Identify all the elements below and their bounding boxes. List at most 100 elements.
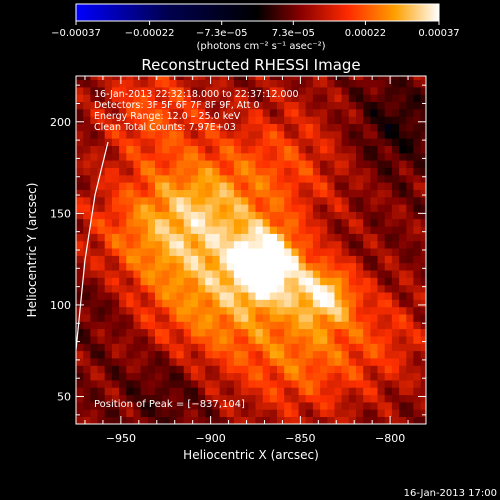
heatmap-cell: [248, 387, 256, 396]
heatmap-cell: [169, 292, 177, 300]
heatmap-cell: [183, 167, 192, 176]
heatmap-cell: [226, 409, 235, 417]
heatmap-cell: [198, 299, 206, 308]
heatmap-cell: [97, 76, 106, 80]
heatmap-cell: [327, 321, 335, 330]
heatmap-cell: [312, 79, 321, 88]
heatmap-cell: [212, 76, 220, 80]
heatmap-cell: [169, 109, 177, 117]
heatmap-cell: [90, 372, 98, 381]
heatmap-cell: [212, 365, 220, 374]
heatmap-cell: [212, 343, 220, 352]
heatmap-cell: [162, 365, 170, 374]
heatmap-cell: [384, 402, 393, 410]
heatmap-cell: [111, 79, 120, 88]
heatmap-cell: [327, 372, 335, 381]
heatmap-cell: [76, 321, 84, 330]
heatmap-cell: [126, 270, 134, 278]
heatmap-cell: [241, 138, 249, 146]
heatmap-cell: [140, 387, 149, 396]
heatmap-cell: [391, 145, 400, 154]
heatmap-cell: [363, 218, 371, 227]
heatmap-cell: [140, 240, 149, 249]
heatmap-cell: [126, 182, 134, 190]
heatmap-cell: [111, 109, 120, 117]
heatmap-cell: [126, 387, 134, 396]
heatmap-cell: [219, 387, 228, 396]
heatmap-cell: [298, 321, 307, 330]
heatmap-cell: [133, 79, 141, 88]
heatmap-cell: [133, 116, 141, 124]
heatmap-cell: [104, 109, 113, 117]
heatmap-cell: [363, 211, 371, 220]
heatmap-cell: [147, 321, 156, 330]
heatmap-cell: [205, 218, 213, 227]
heatmap-cell: [391, 299, 400, 308]
heatmap-cell: [298, 196, 307, 205]
heatmap-cell: [248, 233, 256, 242]
heatmap-cell: [133, 145, 141, 154]
heatmap-cell: [226, 160, 235, 168]
heatmap-cell: [83, 76, 91, 80]
heatmap-cell: [205, 182, 213, 190]
heatmap-cell: [363, 196, 371, 205]
heatmap-cell: [169, 101, 177, 110]
heatmap-cell: [363, 387, 371, 396]
heatmap-cell: [312, 94, 321, 102]
heatmap-cell: [334, 196, 343, 205]
heatmap-cell: [262, 284, 271, 293]
heatmap-cell: [212, 328, 220, 337]
heatmap-cell: [133, 277, 141, 286]
heatmap-cell: [255, 130, 264, 139]
heatmap-cell: [83, 123, 91, 132]
heatmap-cell: [391, 196, 400, 205]
heatmap-cell: [119, 336, 127, 344]
heatmap-cell: [233, 343, 242, 352]
heatmap-cell: [420, 328, 426, 337]
heatmap-cell: [348, 284, 357, 293]
heatmap-cell: [384, 248, 393, 256]
heatmap-cell: [399, 218, 407, 227]
heatmap-cell: [284, 94, 292, 102]
heatmap-cell: [198, 292, 206, 300]
heatmap-cell: [370, 138, 378, 146]
heatmap-cell: [83, 343, 91, 352]
heatmap-cell: [298, 138, 307, 146]
heatmap-cell: [277, 336, 285, 344]
heatmap-cell: [413, 306, 421, 315]
heatmap-cell: [183, 226, 192, 234]
heatmap-cell: [269, 277, 278, 286]
heatmap-cell: [334, 130, 343, 139]
heatmap-cell: [305, 314, 314, 322]
heatmap-cell: [126, 350, 134, 359]
heatmap-cell: [198, 328, 206, 337]
heatmap-cell: [298, 409, 307, 417]
heatmap-cell: [277, 255, 285, 264]
heatmap-cell: [341, 123, 350, 132]
heatmap-cell: [133, 270, 141, 278]
heatmap-cell: [413, 196, 421, 205]
heatmap-cell: [320, 152, 328, 161]
heatmap-cell: [147, 233, 156, 242]
heatmap-cell: [97, 350, 106, 359]
heatmap-cell: [370, 167, 378, 176]
heatmap-cell: [155, 387, 163, 396]
heatmap-cell: [320, 350, 328, 359]
heatmap-cell: [334, 409, 343, 417]
heatmap-cell: [205, 387, 213, 396]
heatmap-cell: [147, 76, 156, 80]
heatmap-cell: [241, 394, 249, 403]
heatmap-cell: [277, 116, 285, 124]
heatmap-cell: [219, 248, 228, 256]
heatmap-cell: [190, 387, 199, 396]
heatmap-cell: [277, 306, 285, 315]
heatmap-cell: [363, 138, 371, 146]
heatmap-cell: [212, 409, 220, 417]
heatmap-cell: [305, 416, 314, 424]
heatmap-cell: [140, 116, 149, 124]
heatmap-cell: [341, 343, 350, 352]
heatmap-cell: [241, 79, 249, 88]
heatmap-cell: [377, 218, 386, 227]
heatmap-cell: [90, 182, 98, 190]
heatmap-cell: [291, 372, 299, 381]
